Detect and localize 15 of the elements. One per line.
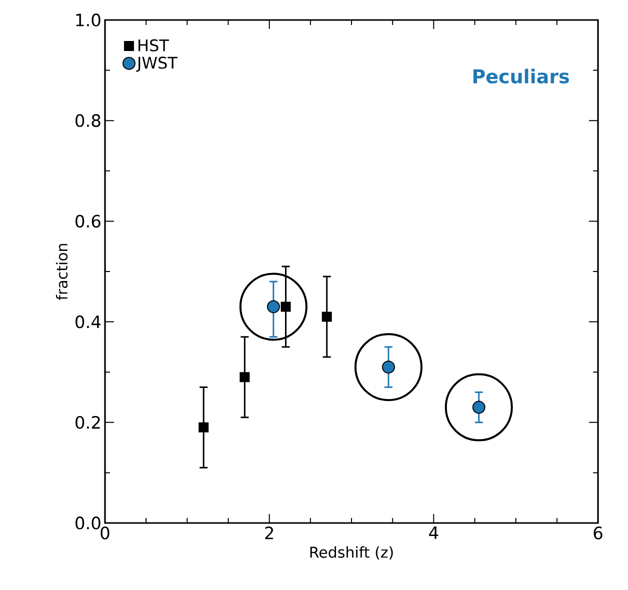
x-axis-title: Redshift (z) <box>310 546 393 560</box>
legend-label: HST <box>138 39 170 52</box>
y-tick-label: 0.4 <box>76 315 101 328</box>
y-tick-label: 1.0 <box>76 14 100 26</box>
x-tick-label: 6 <box>594 526 602 540</box>
x-tick-label: 2 <box>265 526 274 540</box>
x-tick-label: 4 <box>429 526 438 539</box>
y-axis-title: fraction <box>56 244 68 300</box>
y-tick-label: 0.0 <box>76 516 100 530</box>
y-tick-label: 0.6 <box>76 214 100 228</box>
y-tick-label: 0.2 <box>76 416 100 429</box>
x-tick-label: 0 <box>100 526 110 540</box>
annotation: Peculiars <box>473 68 569 84</box>
legend-label: JWST <box>136 56 178 72</box>
y-tick-label: 0.8 <box>76 114 100 128</box>
